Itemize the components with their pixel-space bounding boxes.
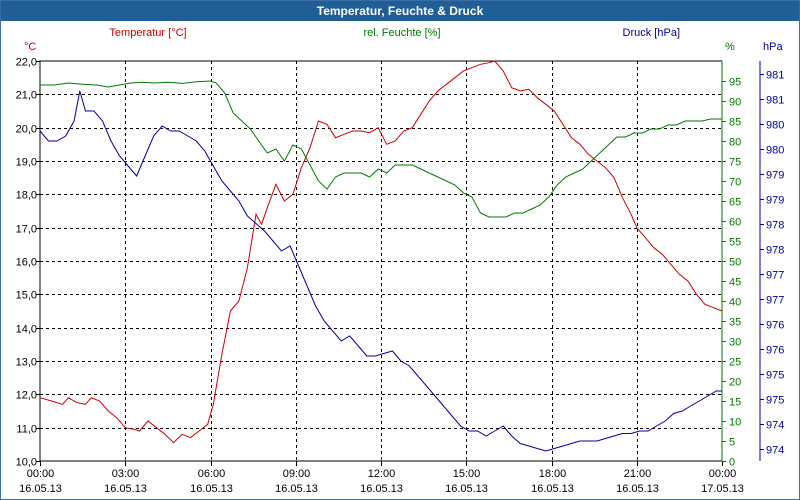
humidity-tick-label: 30	[729, 337, 741, 349]
humidity-tick-label: 85	[729, 117, 741, 129]
x-tick-time: 12:00	[368, 468, 396, 480]
x-tick-time: 06:00	[198, 468, 226, 480]
humidity-tick-label: 70	[729, 177, 741, 189]
pressure-tick-label: 980	[766, 120, 784, 132]
temperature-tick-label: 10,0	[16, 457, 37, 469]
x-tick-date: 16.05.13	[190, 483, 233, 495]
humidity-tick-label: 25	[729, 357, 741, 369]
temperature-tick-label: 15,0	[16, 290, 37, 302]
pressure-tick-label: 975	[766, 395, 784, 407]
temperature-tick-label: 13,0	[16, 357, 37, 369]
pressure-series-title: Druck [hPa]	[623, 27, 680, 39]
temperature-tick-label: 17,0	[16, 224, 37, 236]
pressure-tick-label: 977	[766, 295, 784, 307]
humidity-tick-label: 90	[729, 97, 741, 109]
pressure-tick-label: 978	[766, 245, 784, 257]
humidity-tick-label: 5	[729, 437, 735, 449]
pressure-tick-label: 974	[766, 420, 784, 432]
x-tick-time: 21:00	[624, 468, 652, 480]
pressure-tick-label: 981	[766, 95, 784, 107]
humidity-tick-label: 50	[729, 257, 741, 269]
pressure-tick-label: 979	[766, 170, 784, 182]
humidity-tick-label: 20	[729, 377, 741, 389]
temperature-tick-label: 12,0	[16, 390, 37, 402]
humidity-tick-label: 45	[729, 277, 741, 289]
pressure-tick-label: 976	[766, 320, 784, 332]
humidity-tick-label: 95	[729, 77, 741, 89]
humidity-tick-label: 80	[729, 137, 741, 149]
x-tick-time: 18:00	[539, 468, 567, 480]
humidity-tick-label: 35	[729, 317, 741, 329]
pressure-tick-label: 979	[766, 195, 784, 207]
window-title: Temperatur, Feuchte & Druck	[1, 1, 799, 21]
pressure-tick-label: 981	[766, 70, 784, 82]
humidity-tick-label: 55	[729, 237, 741, 249]
pressure-tick-label: 980	[766, 145, 784, 157]
temperature-tick-label: 14,0	[16, 324, 37, 336]
humidity-unit-label: %	[725, 41, 735, 53]
x-tick-date: 16.05.13	[19, 483, 62, 495]
temperature-unit-label: °C	[24, 41, 36, 53]
x-tick-time: 09:00	[283, 468, 311, 480]
humidity-tick-label: 10	[729, 417, 741, 429]
pressure-unit-label: hPa	[763, 41, 783, 53]
temperature-tick-label: 16,0	[16, 257, 37, 269]
humidity-tick-label: 60	[729, 217, 741, 229]
humidity-tick-label: 0	[729, 457, 735, 469]
grid-lines	[40, 61, 722, 461]
x-tick-time: 03:00	[112, 468, 140, 480]
x-tick-date: 16.05.13	[104, 483, 147, 495]
temperature-tick-label: 22,0	[16, 57, 37, 69]
axes	[36, 60, 764, 466]
temperature-series-title: Temperatur [°C]	[109, 27, 186, 39]
axis-labels: 10,0 11,0 12,0 13,0 14,0 15,0 16,0 17,0 18,0 19,0…	[16, 27, 785, 495]
pressure-tick-label: 974	[766, 445, 784, 457]
humidity-tick-label: 15	[729, 397, 741, 409]
series-lines	[39, 60, 723, 452]
x-tick-date: 16.05.13	[360, 483, 403, 495]
temperature-tick-label: 19,0	[16, 157, 37, 169]
pressure-tick-label: 975	[766, 370, 784, 382]
x-tick-date: 16.05.13	[531, 483, 574, 495]
humidity-series-line	[40, 80, 722, 218]
pressure-series-line	[39, 90, 722, 452]
x-tick-time: 00:00	[709, 468, 737, 480]
x-tick-date: 17.05.13	[701, 483, 744, 495]
temperature-tick-label: 11,0	[16, 424, 37, 436]
humidity-tick-label: 75	[729, 157, 741, 169]
temperature-series-line	[39, 60, 723, 444]
temperature-tick-label: 18,0	[16, 190, 37, 202]
humidity-tick-label: 40	[729, 297, 741, 309]
x-tick-date: 16.05.13	[616, 483, 659, 495]
x-tick-time: 00:00	[27, 468, 55, 480]
temperature-tick-label: 21,0	[16, 90, 37, 102]
pressure-tick-label: 976	[766, 345, 784, 357]
temperature-tick-label: 20,0	[16, 124, 37, 136]
pressure-tick-label: 978	[766, 220, 784, 232]
humidity-series-title: rel. Feuchte [%]	[363, 27, 440, 39]
x-tick-date: 16.05.13	[445, 483, 488, 495]
x-tick-time: 15:00	[453, 468, 481, 480]
x-tick-date: 16.05.13	[275, 483, 318, 495]
humidity-tick-label: 65	[729, 197, 741, 209]
pressure-tick-label: 977	[766, 270, 784, 282]
